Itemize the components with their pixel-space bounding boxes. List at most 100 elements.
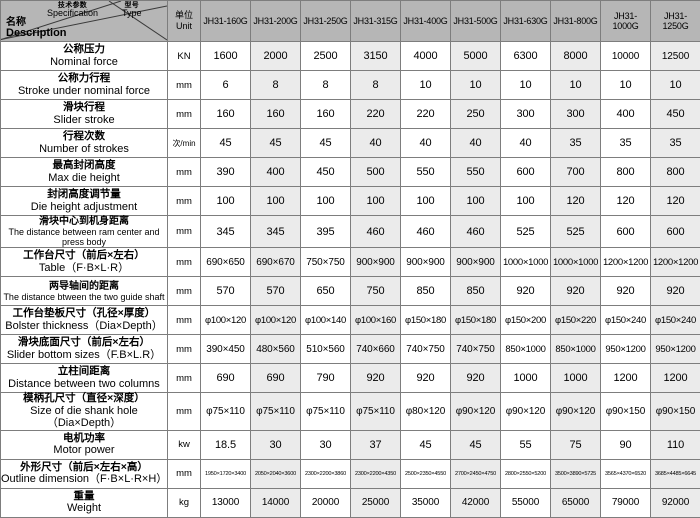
row-label-cn: 滑块中心到机身距离	[1, 216, 167, 227]
data-cell: 525	[501, 216, 551, 248]
data-cell: 1950×1720×3400	[201, 459, 251, 488]
data-cell: 2700×2450×4750	[451, 459, 501, 488]
data-cell: 10	[651, 71, 700, 100]
row-label-en: Size of die shank hole（Dia×Depth）	[1, 405, 167, 430]
data-cell: 1000×1000	[551, 248, 601, 277]
row-label-en: Table（F·B×L·R）	[1, 262, 167, 274]
row-label-en: Stroke under nominal force	[1, 85, 167, 97]
data-cell: 395	[301, 216, 351, 248]
data-cell: 3150	[351, 42, 401, 71]
data-cell: φ150×180	[451, 306, 501, 335]
data-cell: 690	[251, 364, 301, 393]
data-cell: 40	[401, 129, 451, 158]
row-unit-cell: mm	[168, 71, 201, 100]
header-description-en: Description	[6, 28, 67, 39]
row-label-cn: 电机功率	[1, 433, 167, 445]
row-label-cn: 滑块行程	[1, 102, 167, 114]
header-model-1: JH31-200G	[251, 1, 301, 42]
data-cell: 850×1000	[501, 335, 551, 364]
data-cell: φ75×110	[351, 393, 401, 430]
row-label-en: Weight	[1, 502, 167, 514]
row-label-cn: 两导轴间的距离	[1, 281, 167, 292]
data-cell: 300	[551, 100, 601, 129]
data-cell: 740×660	[351, 335, 401, 364]
data-cell: 460	[351, 216, 401, 248]
data-cell: 690	[201, 364, 251, 393]
data-cell: 10	[551, 71, 601, 100]
header-model-9: JH31-1250G	[651, 1, 700, 42]
data-cell: 100	[401, 187, 451, 216]
data-cell: φ90×150	[601, 393, 651, 430]
data-cell: 700	[551, 158, 601, 187]
header-model-0: JH31-160G	[201, 1, 251, 42]
data-cell: 8	[351, 71, 401, 100]
data-cell: 2050×2040×3600	[251, 459, 301, 488]
data-cell: 250	[451, 100, 501, 129]
data-cell: 450	[301, 158, 351, 187]
data-cell: 3685×4485×6645	[651, 459, 700, 488]
data-cell: 2300×2200×4350	[351, 459, 401, 488]
row-label-cn: 行程次数	[1, 131, 167, 143]
data-cell: 160	[251, 100, 301, 129]
data-cell: 450	[651, 100, 700, 129]
data-cell: 160	[301, 100, 351, 129]
data-cell: 510×560	[301, 335, 351, 364]
data-cell: 220	[351, 100, 401, 129]
data-cell: 850×1000	[551, 335, 601, 364]
row-unit-cell: mm	[168, 100, 201, 129]
row-label-en: The distance between ram center and pres…	[1, 227, 167, 247]
data-cell: 45	[251, 129, 301, 158]
row-label-cell: 工作台垫板尺寸（孔径×厚度）Bolster thickness（Dia×Dept…	[1, 306, 168, 335]
data-cell: 1000	[551, 364, 601, 393]
data-cell: 45	[301, 129, 351, 158]
row-label-en: Slider stroke	[1, 114, 167, 126]
data-cell: 750	[351, 277, 401, 306]
row-unit-cell: mm	[168, 364, 201, 393]
row-label-cell: 滑块底面尺寸（前后×左右）Slider bottom sizes（F.B×L.R…	[1, 335, 168, 364]
data-cell: 1200×1200	[651, 248, 700, 277]
row-label-cn: 外形尺寸（前后×左右×高）	[1, 462, 167, 474]
data-cell: φ90×150	[651, 393, 700, 430]
data-cell: 42000	[451, 488, 501, 517]
data-cell: 1200	[601, 364, 651, 393]
data-cell: 2300×2200×3860	[301, 459, 351, 488]
data-cell: 37	[351, 430, 401, 459]
row-unit-cell: kg	[168, 488, 201, 517]
data-cell: 920	[451, 364, 501, 393]
data-cell: 1000	[501, 364, 551, 393]
data-cell: 45	[451, 430, 501, 459]
data-cell: 8	[251, 71, 301, 100]
row-unit-cell: mm	[168, 248, 201, 277]
row-label-cn: 重量	[1, 491, 167, 503]
data-cell: 100	[351, 187, 401, 216]
table-row: 工作台垫板尺寸（孔径×厚度）Bolster thickness（Dia×Dept…	[1, 306, 700, 335]
header-specification-label: 技术参数 Specification	[47, 2, 98, 18]
data-cell: 120	[601, 187, 651, 216]
data-cell: φ150×240	[601, 306, 651, 335]
row-label-en: Bolster thickness（Dia×Depth）	[1, 320, 167, 332]
data-cell: 920	[401, 364, 451, 393]
data-cell: φ100×120	[201, 306, 251, 335]
row-label-cn: 封闭高度调节量	[1, 189, 167, 201]
data-cell: 120	[551, 187, 601, 216]
header-unit-cn: 单位	[175, 10, 193, 20]
data-cell: 390×450	[201, 335, 251, 364]
data-cell: 920	[351, 364, 401, 393]
data-cell: φ75×110	[201, 393, 251, 430]
row-unit-cell: mm	[168, 459, 201, 488]
data-cell: 690×670	[251, 248, 301, 277]
data-cell: φ150×220	[551, 306, 601, 335]
header-type-label: 型号 Type	[122, 2, 142, 18]
row-unit-cell: mm	[168, 335, 201, 364]
data-cell: φ150×240	[651, 306, 700, 335]
data-cell: 25000	[351, 488, 401, 517]
row-label-en: Distance between two columns	[1, 378, 167, 390]
data-cell: 900×900	[451, 248, 501, 277]
data-cell: 12500	[651, 42, 700, 71]
